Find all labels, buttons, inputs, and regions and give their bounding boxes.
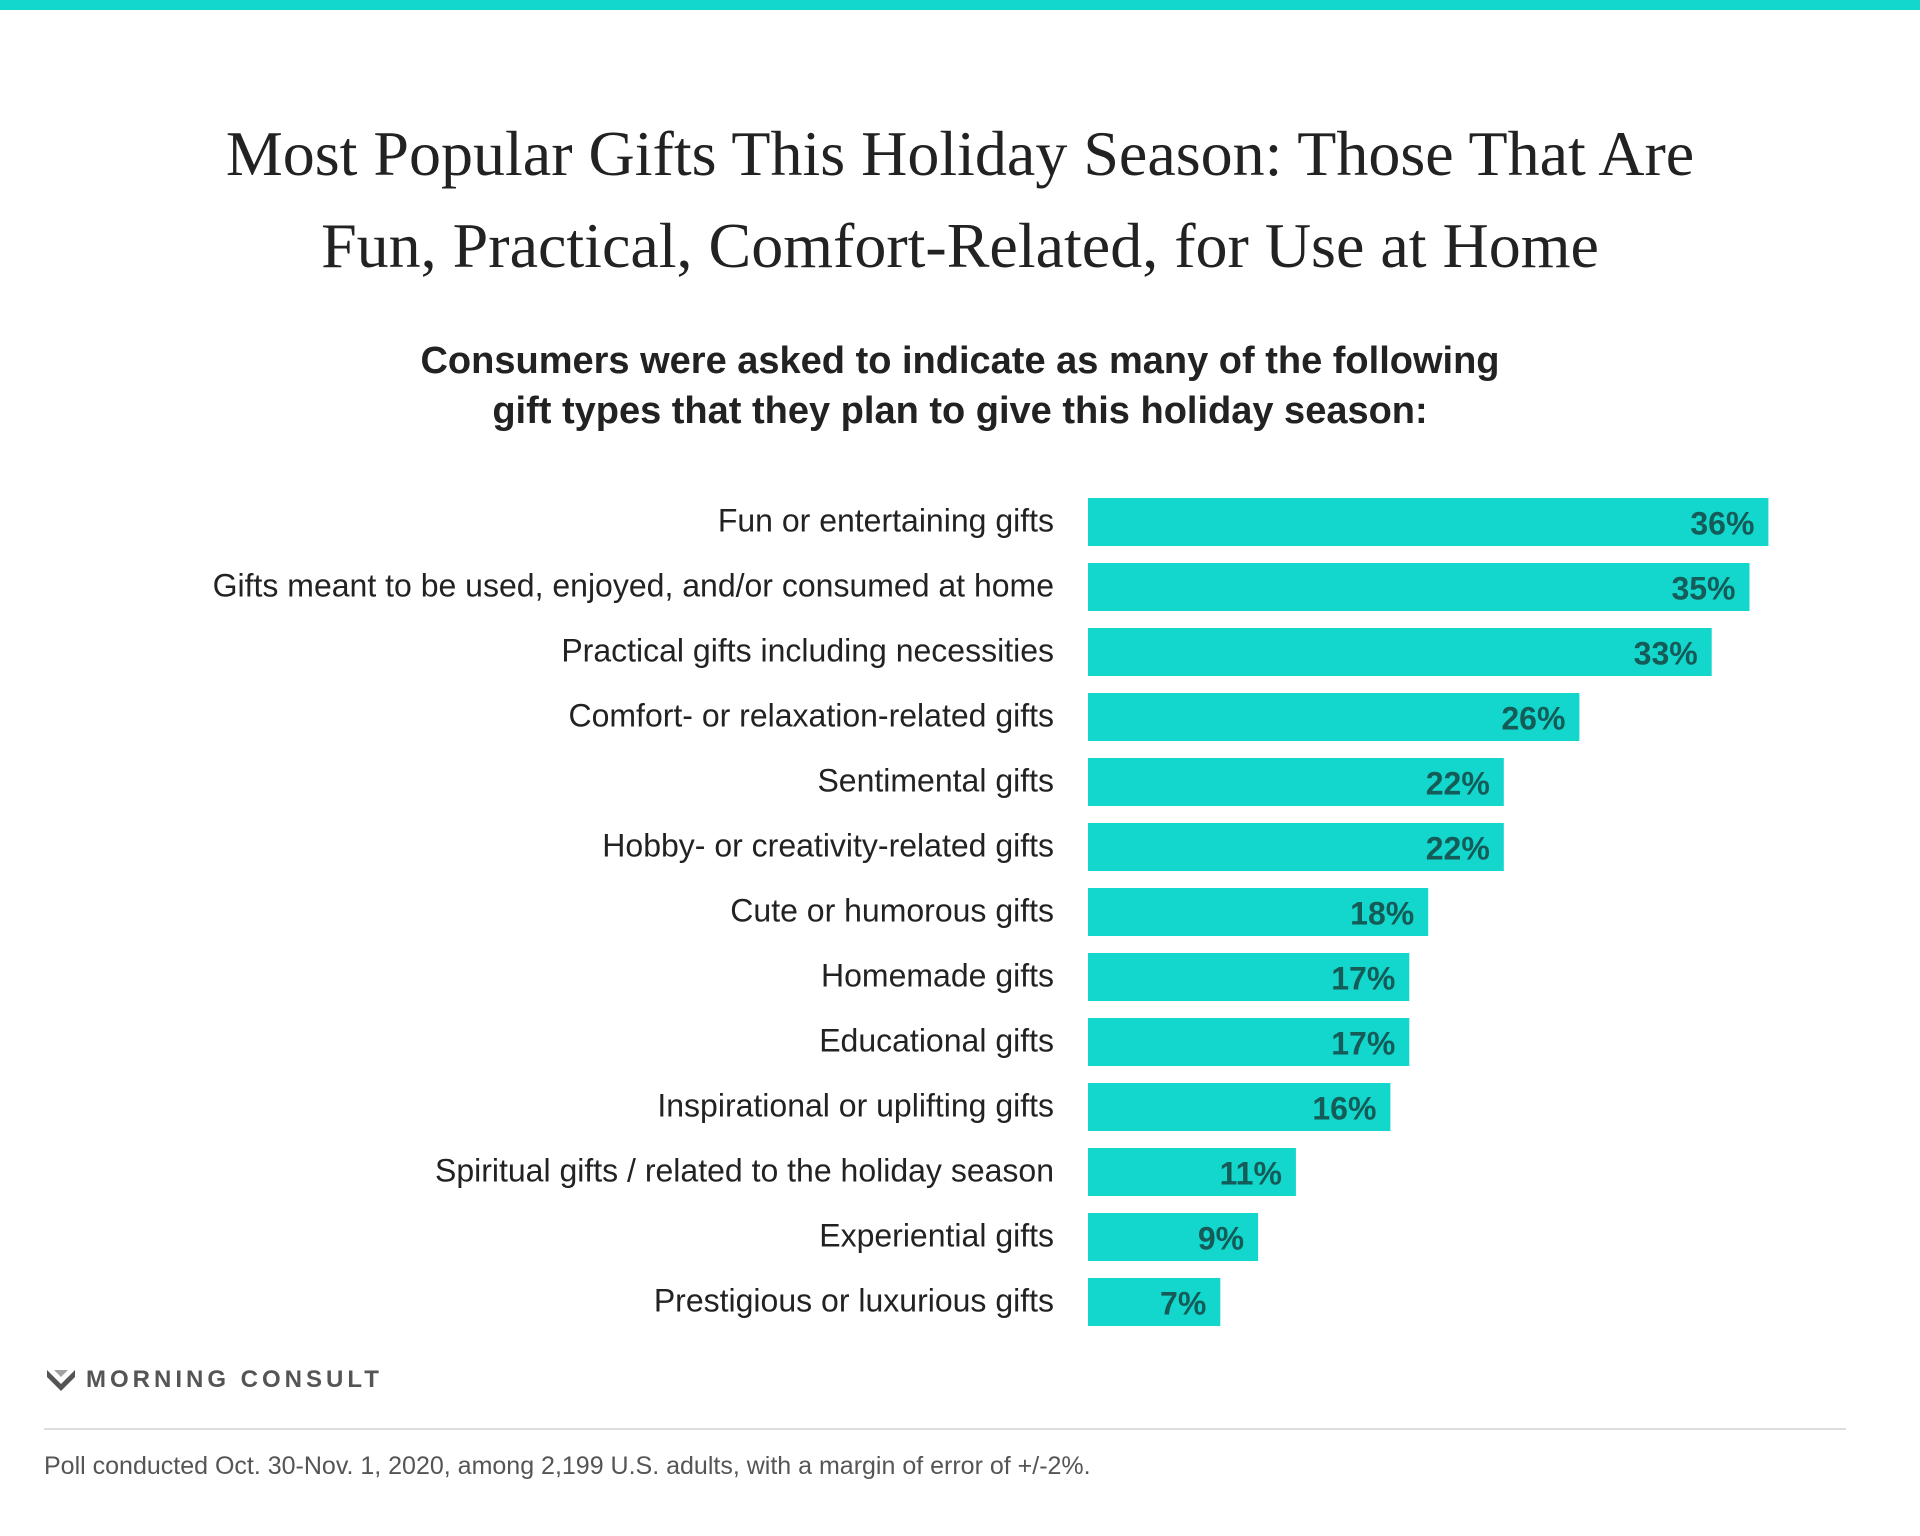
chart-subtitle-line-2: gift types that they plan to give this h… (492, 390, 1428, 432)
bar (1088, 628, 1712, 676)
category-label: Cute or humorous gifts (730, 892, 1054, 928)
bar-value-label: 9% (1198, 1220, 1244, 1256)
bar-value-label: 18% (1350, 895, 1414, 931)
top-accent-bar (0, 0, 1920, 10)
bar (1088, 953, 1410, 1001)
bar-value-label: 35% (1671, 570, 1735, 606)
category-label: Spiritual gifts / related to the holiday… (435, 1152, 1054, 1188)
bar-value-label: 26% (1501, 700, 1565, 736)
bar (1088, 758, 1504, 806)
brand-name: MORNING CONSULT (86, 1366, 383, 1393)
bar (1088, 693, 1580, 741)
category-label: Comfort- or relaxation-related gifts (568, 697, 1054, 733)
poll-footnote: Poll conducted Oct. 30-Nov. 1, 2020, amo… (44, 1452, 1091, 1480)
bar (1088, 563, 1750, 611)
bar-value-label: 22% (1426, 765, 1490, 801)
bar-value-label: 17% (1331, 960, 1395, 996)
bar-chart: Fun or entertaining gifts 36% Gifts meant … (213, 498, 1769, 1326)
bar (1088, 888, 1429, 936)
chart-title: Most Popular Gifts This Holiday Season: … (60, 108, 1860, 292)
morning-consult-m-icon (47, 1370, 75, 1391)
bar (1088, 1278, 1221, 1326)
chart-subtitle: Consumers were asked to indicate as many… (260, 336, 1660, 436)
bar (1088, 1083, 1391, 1131)
category-label: Hobby- or creativity-related gifts (602, 827, 1054, 863)
category-label: Homemade gifts (821, 957, 1054, 993)
chart-title-line-1: Most Popular Gifts This Holiday Season: … (225, 118, 1695, 189)
bar (1088, 1018, 1410, 1066)
bar-value-label: 33% (1634, 635, 1698, 671)
category-label: Gifts meant to be used, enjoyed, and/or … (213, 567, 1054, 603)
bar-value-label: 17% (1331, 1025, 1395, 1061)
bar (1088, 823, 1504, 871)
category-label: Fun or entertaining gifts (718, 502, 1054, 538)
morning-consult-logo: MORNING CONSULT (46, 1364, 383, 1396)
bar (1088, 498, 1769, 546)
chart-title-line-2: Fun, Practical, Comfort-Related, for Use… (321, 210, 1599, 281)
bar-value-label: 7% (1160, 1285, 1206, 1321)
bar-value-label: 16% (1312, 1090, 1376, 1126)
footer-divider (44, 1428, 1846, 1430)
category-label: Experiential gifts (819, 1217, 1054, 1253)
category-label: Educational gifts (819, 1022, 1054, 1058)
category-label: Sentimental gifts (817, 762, 1054, 798)
bar (1088, 1148, 1296, 1196)
category-label: Practical gifts including necessities (561, 632, 1054, 668)
bar-value-label: 36% (1690, 505, 1754, 541)
bar-value-label: 11% (1220, 1155, 1282, 1191)
category-label: Inspirational or uplifting gifts (657, 1087, 1054, 1123)
bar-value-label: 22% (1426, 830, 1490, 866)
category-label: Prestigious or luxurious gifts (654, 1282, 1054, 1318)
bar (1088, 1213, 1259, 1261)
chart-subtitle-line-1: Consumers were asked to indicate as many… (420, 340, 1500, 382)
